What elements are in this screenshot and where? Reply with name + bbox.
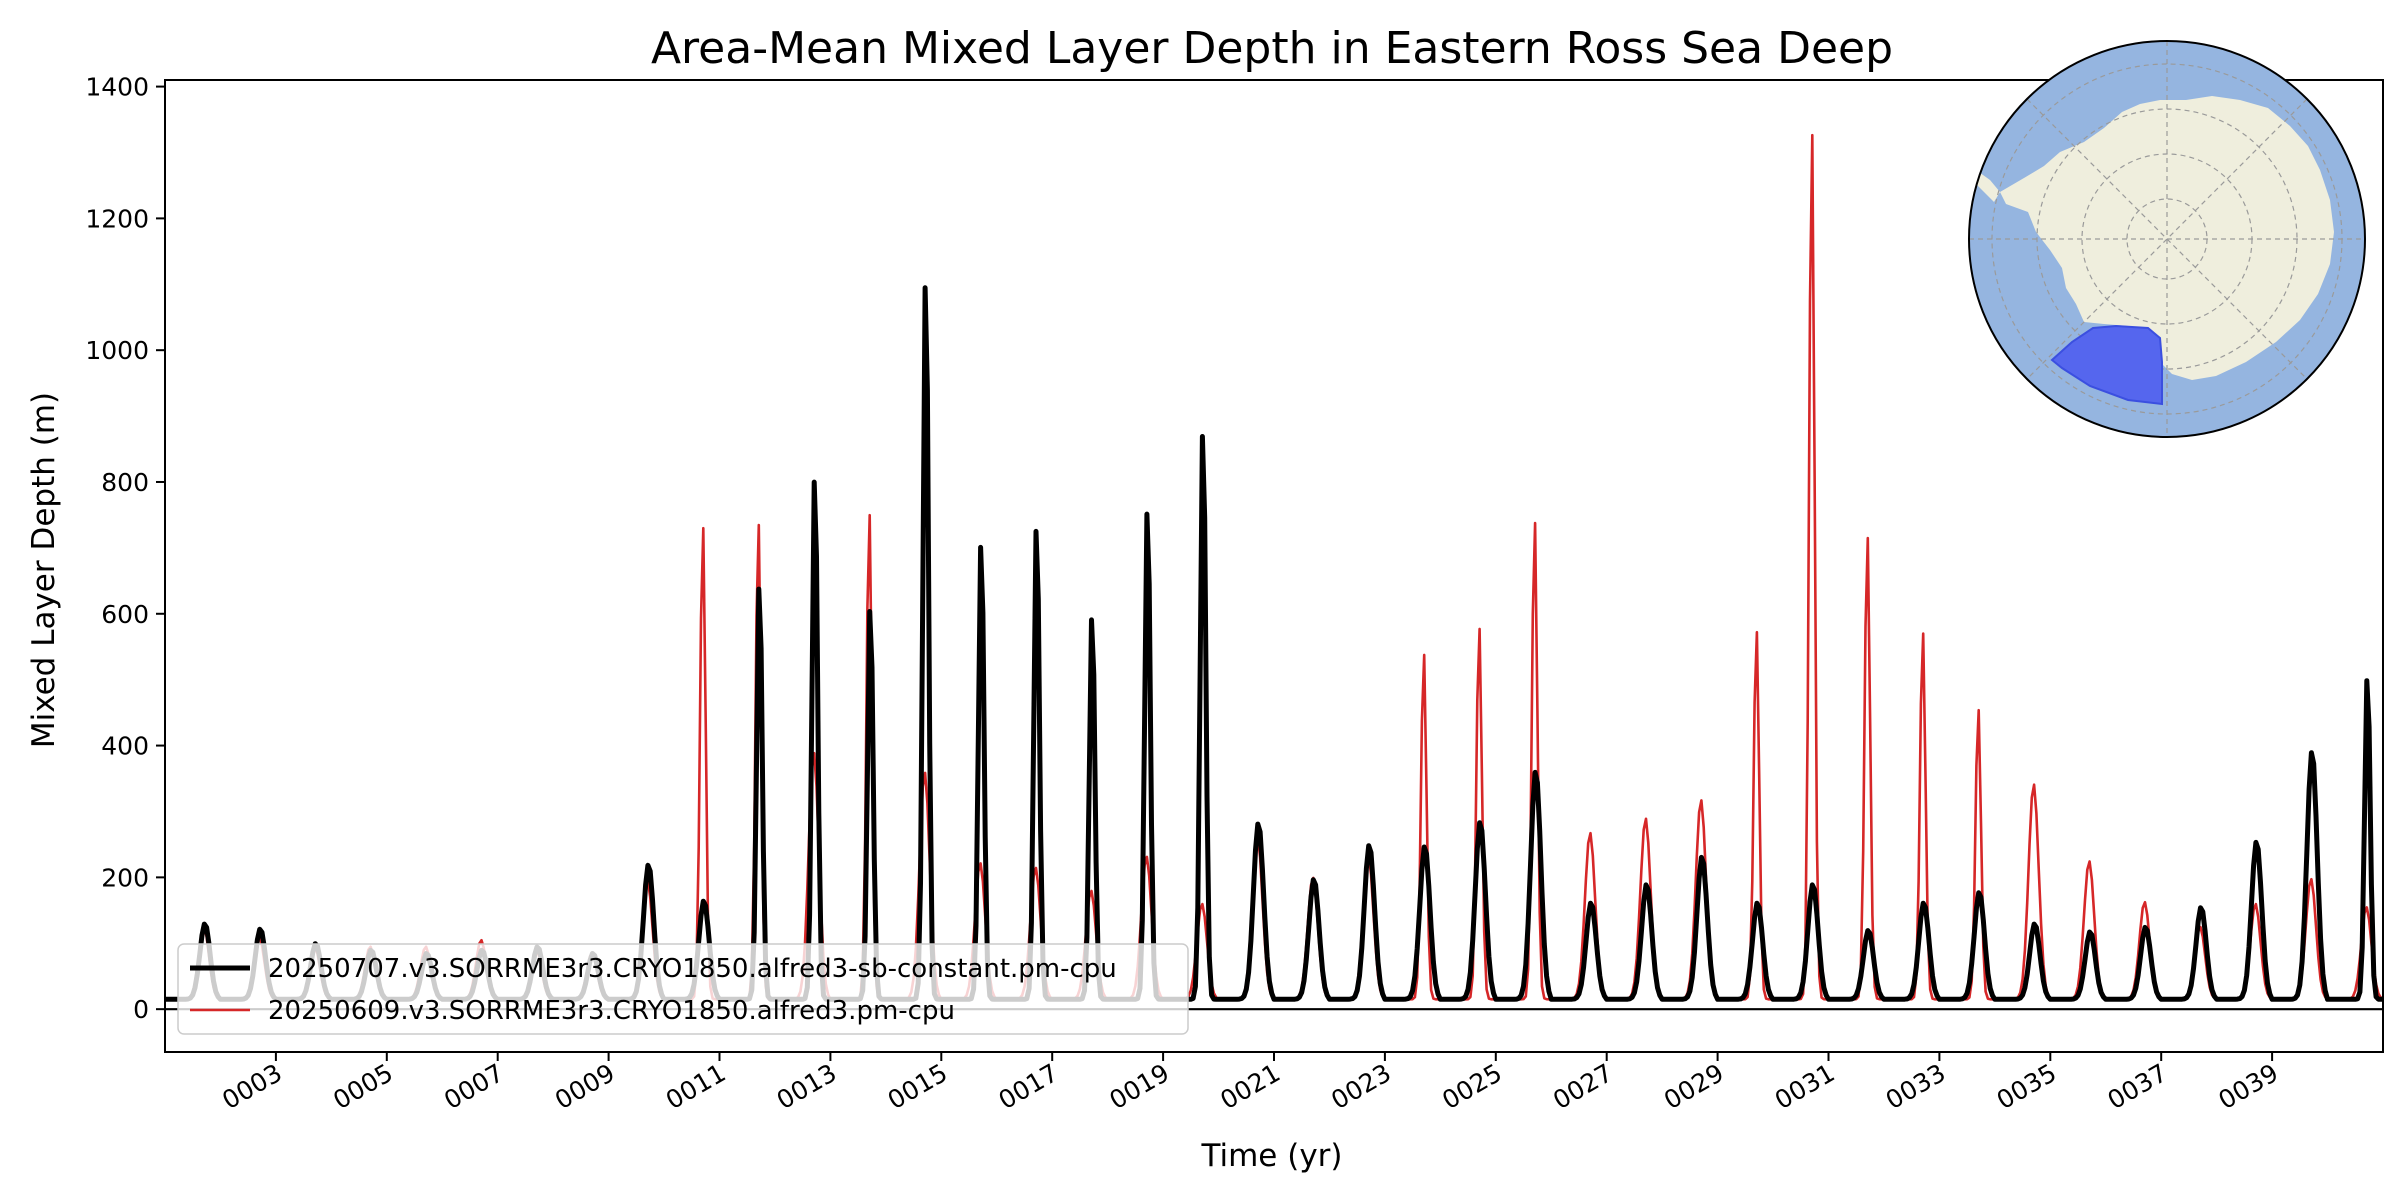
legend-label-series-2: 20250609.v3.SORRME3r3.CRYO1850.alfred3.p… (268, 996, 955, 1026)
y-tick-label: 200 (101, 863, 149, 892)
x-axis-label: Time (yr) (1201, 1138, 1343, 1174)
y-tick-label: 800 (101, 468, 149, 497)
y-axis-label: Mixed Layer Depth (m) (26, 392, 62, 748)
map-border (1968, 40, 2366, 438)
y-tick-label: 600 (101, 600, 149, 629)
map-graticule (1969, 41, 2365, 437)
antarctic-peninsula (1969, 162, 2000, 202)
eastern-ross-sea-deep-region (2050, 324, 2163, 406)
legend-label-series-1: 20250707.v3.SORRME3r3.CRYO1850.alfred3-s… (268, 954, 1117, 984)
antarctica-landmass (2000, 96, 2334, 380)
y-tick-label: 1200 (85, 204, 149, 233)
legend: 20250707.v3.SORRME3r3.CRYO1850.alfred3-s… (177, 943, 1189, 1035)
y-tick-label: 400 (101, 732, 149, 761)
y-tick-label: 0 (133, 995, 149, 1024)
legend-box (177, 943, 1189, 1035)
antarctica-inset-map (1968, 40, 2366, 438)
y-axis-ticks: 0 200 400 600 800 1000 1200 1400 (85, 73, 165, 1024)
chart-title: Area-Mean Mixed Layer Depth in Eastern R… (651, 23, 1893, 74)
y-tick-label: 1000 (85, 336, 149, 365)
y-tick-label: 1400 (85, 73, 149, 102)
